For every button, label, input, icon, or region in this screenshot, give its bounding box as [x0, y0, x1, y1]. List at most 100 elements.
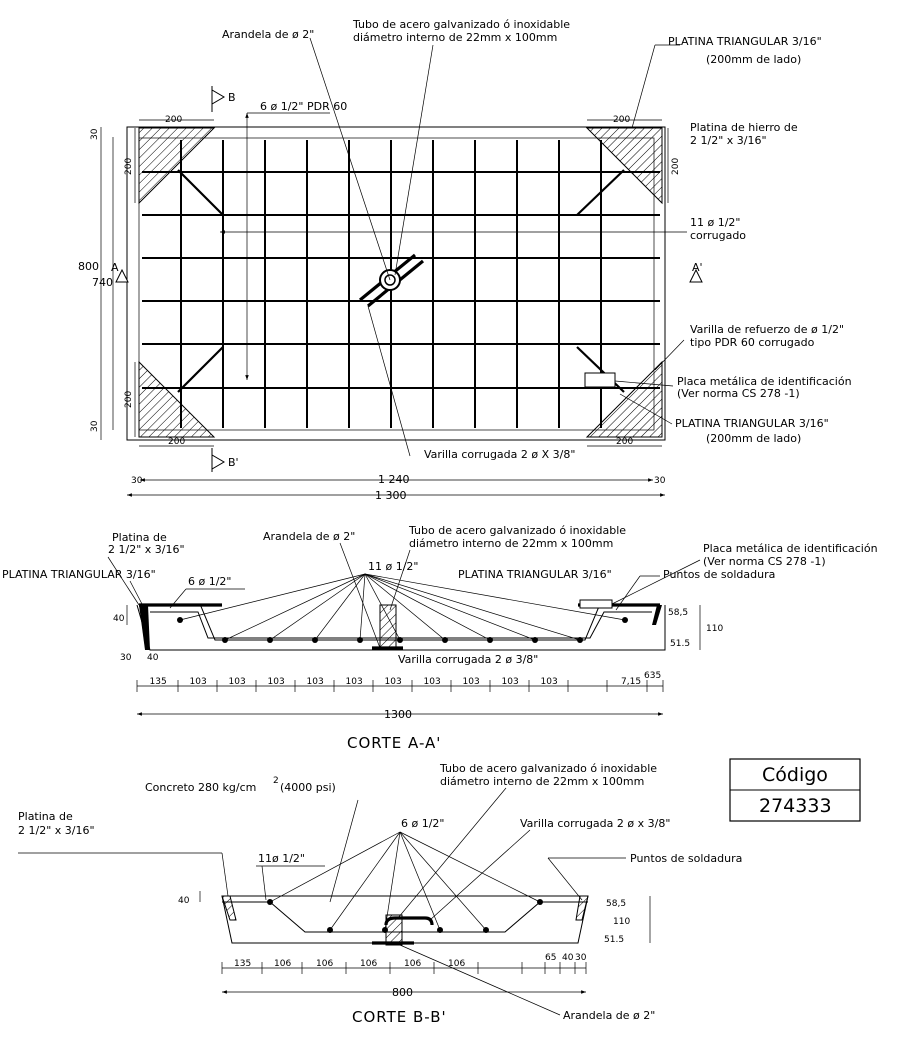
dim-30-right: 30: [654, 476, 666, 486]
section-a-right-plate: [652, 605, 662, 625]
sec-b-tube-leader: [397, 787, 507, 919]
dim-200-right-text: 200: [671, 158, 681, 175]
sec-a-tube-1: Tubo de acero galvanizado ó inoxidable: [408, 524, 626, 537]
sec-b-leader-5: [399, 831, 487, 931]
plan-washer-label: Arandela de ø 2": [222, 28, 314, 41]
sec-a-corr-rod: Varilla corrugada 2 ø 3/8": [398, 653, 538, 666]
dim-200-tl-text: 200: [165, 115, 182, 125]
sec-a-dim-40b: 40: [147, 653, 159, 663]
plan-reinf-line1: Varilla de refuerzo de ø 1/2": [690, 323, 844, 336]
tube-leader: [394, 44, 434, 276]
sec-a-dim-3: 103: [229, 677, 246, 687]
dim-1240-text: 1 240: [378, 473, 410, 486]
sec-b-dim-40: 40: [178, 896, 190, 906]
section-marker-a: [115, 268, 129, 283]
plan-corr-rod-label: Varilla corrugada 2 ø X 3/8": [424, 448, 575, 461]
sec-a-total: 1300: [384, 708, 412, 721]
plan-view: Arandela de ø 2" Tubo de acero galvaniza…: [78, 18, 852, 502]
sec-b-dim-40b: 40: [562, 953, 574, 963]
triangular-plate-top-right: [585, 127, 663, 205]
plan-tri-side-label: (200mm de lado): [706, 53, 801, 66]
sec-a-leader-3: [269, 573, 366, 641]
triangular-plate-top-left: [138, 127, 216, 205]
sec-b-dim-5: 106: [404, 959, 421, 969]
sec-b-title: CORTE B-B': [352, 1008, 447, 1026]
dim-800-text: 800: [78, 260, 99, 273]
section-a-left-plate: [139, 605, 150, 650]
sec-b-leader-2: [329, 831, 401, 931]
section-a: Platina de 2 1/2" x 3/16" Arandela de ø …: [2, 524, 878, 752]
sec-a-dim-6: 103: [346, 677, 363, 687]
sec-a-leader-2: [224, 573, 366, 641]
sec-a-dim-11: 103: [541, 677, 558, 687]
corner-bar-br: [576, 346, 625, 393]
slab-inner-outline: [138, 137, 655, 431]
sec-a-dim-10: 103: [502, 677, 519, 687]
triangular-plate-bottom-right: [585, 360, 663, 438]
sec-a-weld-leader-2: [615, 575, 641, 611]
sec-a-id-plate-2: (Ver norma CS 278 -1): [703, 555, 826, 568]
sec-a-leader-9: [364, 573, 536, 641]
corner-bar-bl: [177, 346, 224, 393]
sec-b-dim-30: 30: [575, 953, 587, 963]
dim-30-bottom: 30: [90, 420, 100, 432]
sec-a-washer: Arandela de ø 2": [263, 530, 355, 543]
sec-a-dim-58: 58,5: [668, 608, 688, 618]
sec-a-dim-2: 103: [190, 677, 207, 687]
section-a-tube: [379, 604, 397, 651]
sec-a-bars-6: 6 ø 1/2": [188, 575, 231, 588]
corner-bar-tl: [177, 169, 224, 216]
sec-a-tri-right: PLATINA TRIANGULAR 3/16": [458, 568, 612, 581]
sec-a-leader-5: [359, 573, 366, 641]
sec-b-corr-rod: Varilla corrugada 2 ø x 3/8": [520, 817, 670, 830]
sec-a-leader-10: [364, 573, 581, 641]
sec-a-bars-6-leader: [169, 588, 187, 609]
plan-id-plate-line1: Placa metálica de identificación: [677, 375, 852, 388]
tri-leader-br: [619, 393, 673, 425]
code-box: Código 274333: [729, 758, 861, 822]
corner-bar-tr: [576, 169, 625, 216]
sec-b-plate-1: Platina de: [18, 810, 73, 823]
sec-b-dim-4: 106: [360, 959, 377, 969]
sec-a-dim-9: 103: [463, 677, 480, 687]
sec-a-dim-30: 30: [120, 653, 132, 663]
section-b2-label: B': [228, 456, 239, 469]
sec-a-dim-110: 110: [706, 624, 723, 634]
plan-tri-side-2: (200mm de lado): [706, 432, 801, 445]
sec-b-bars-11: 11ø 1/2": [258, 852, 305, 865]
plan-tube-line1: Tubo de acero galvanizado ó inoxidable: [352, 18, 570, 31]
dim-740-text: 740: [92, 276, 113, 289]
section-marker-a2: [689, 268, 703, 283]
sec-b-plate-leader-2: [221, 852, 229, 897]
section-b-dimensions: 135 106 106 106 106 106: [221, 959, 587, 974]
rod-leader: [367, 305, 411, 457]
sec-a-dim-715: 7,15: [621, 677, 641, 687]
plan-bars-6-label: 6 ø 1/2" PDR 60: [260, 100, 347, 113]
sec-b-concrete-psi: (4000 psi): [280, 781, 336, 794]
sec-b-total: 800: [392, 986, 413, 999]
sec-a-leader-4: [314, 573, 366, 641]
plan-bars-11-line2: corrugado: [690, 229, 746, 242]
sec-a-id-plate-1: Placa metálica de identificación: [703, 542, 878, 555]
sec-b-concrete: Concreto 280 kg/cm: [145, 781, 256, 794]
plan-id-plate-line2: (Ver norma CS 278 -1): [677, 387, 800, 400]
dim-200-left-bottom-text: 200: [124, 391, 134, 408]
plan-tri-plate-label: PLATINA TRIANGULAR 3/16": [668, 35, 822, 48]
section-a-label: A: [111, 261, 119, 274]
sec-b-bars-6: 6 ø 1/2": [401, 817, 444, 830]
section-a-bar-leaders: [179, 573, 626, 641]
idplate-leader: [614, 380, 674, 387]
sec-a-weld: Puntos de soldadura: [663, 568, 775, 581]
sec-a-dim-1: 135: [150, 677, 167, 687]
sec-b-leader-3: [384, 831, 401, 931]
sec-b-tube-1: Tubo de acero galvanizado ó inoxidable: [439, 762, 657, 775]
dim-200-bl-text: 200: [168, 437, 185, 447]
section-marker-b2: [211, 454, 225, 470]
sec-a-dim-5: 103: [307, 677, 324, 687]
sec-a-leader-6: [364, 573, 401, 641]
sec-a-tube-2: diámetro interno de 22mm x 100mm: [409, 537, 613, 550]
sec-b-dim-2: 106: [274, 959, 291, 969]
plan-bars-11-line1: 11 ø 1/2": [690, 216, 740, 229]
sec-a-tube-leader: [389, 549, 411, 611]
